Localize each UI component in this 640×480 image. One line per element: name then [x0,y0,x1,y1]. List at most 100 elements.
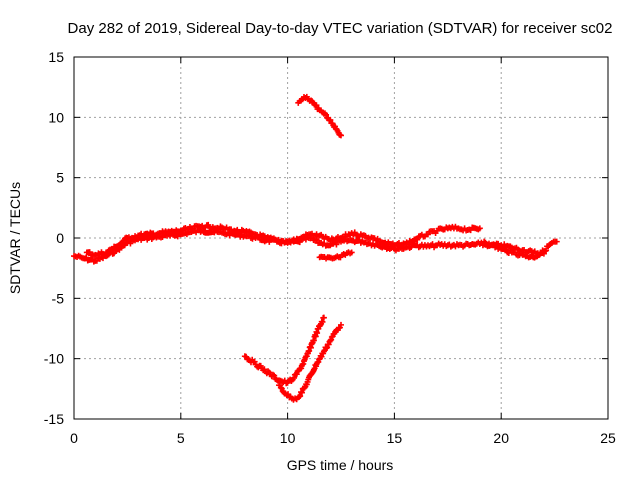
data-point [444,242,451,249]
data-point [402,241,409,248]
data-point [323,255,330,262]
data-point [476,225,483,232]
y-tick-label: 0 [56,230,64,246]
y-tick-label: 10 [48,109,64,125]
data-point [92,251,99,258]
data-point [301,384,308,391]
data-point [481,238,488,245]
data-point [71,253,77,260]
data-point [333,326,340,333]
data-point [291,374,298,381]
data-point [301,234,308,241]
x-axis-title: GPS time / hours [287,457,394,473]
y-tick-label: -15 [44,411,64,427]
data-point [111,250,118,257]
data-point [113,243,120,250]
data-point [92,257,99,264]
x-tick-labels: 0 5 10 15 20 25 [70,430,616,446]
data-point [282,390,289,397]
data-point [267,371,274,378]
data-point [312,102,319,109]
data-point [434,227,441,234]
data-point [323,345,330,352]
data-point [412,242,419,249]
data-point [299,96,306,103]
data-point [348,237,355,244]
data-point [284,238,291,245]
x-tick-label: 10 [280,430,296,446]
data-point [333,241,340,248]
data-point [226,232,233,239]
data-point [423,231,430,238]
data-point [241,228,248,235]
data-point [81,255,88,262]
data-point [429,241,436,248]
data-point [335,254,342,261]
data-point [320,348,327,355]
data-point [273,237,280,244]
data-point [284,379,291,386]
data-point [320,314,327,321]
data-point [370,235,377,241]
data-point [540,248,547,255]
y-tick-label: 15 [48,49,64,65]
y-axis-title: SDTVAR / TECUs [7,182,23,294]
data-point [103,249,110,256]
data-point [310,337,317,344]
x-tick-label: 20 [493,430,509,446]
y-tick-label: -10 [44,351,64,367]
data-point [205,221,212,228]
data-point [342,251,349,258]
data-point [519,251,526,258]
data-point [553,238,560,245]
data-point [412,236,419,243]
data-point [508,249,515,256]
data-point [359,238,366,245]
data-point [83,249,90,256]
data-point [466,226,473,233]
data-point [318,353,325,360]
data-point [177,227,184,234]
data-point [271,372,278,379]
data-point [145,231,152,238]
data-point [327,337,334,344]
data-point [252,231,259,238]
data-point [241,353,248,360]
x-tick-label: 25 [600,430,616,446]
data-point [333,126,340,133]
data-point [316,107,323,114]
data-point [338,235,344,241]
ticks [73,56,609,420]
data-point [466,242,473,249]
data-point [295,99,302,106]
data-point [455,242,462,249]
data-point [305,231,312,238]
data-point [258,365,265,372]
data-points [71,93,560,403]
data-point [316,323,323,330]
data-point [327,237,334,244]
data-point [498,245,505,252]
data-point [303,93,310,100]
data-point [188,225,195,232]
data-point [434,242,441,249]
data-point [320,110,327,117]
data-point [295,236,302,243]
data-point [338,321,344,328]
series-lower-curve-a [243,314,327,387]
data-point [308,371,315,378]
data-point [308,97,315,104]
data-point [324,344,331,351]
data-point [293,371,300,378]
data-point [325,115,332,122]
y-tick-label: -5 [52,290,65,306]
data-point [167,228,174,235]
data-point [209,224,216,231]
data-point [276,382,283,389]
data-point [455,225,462,232]
data-point [313,236,320,243]
data-point [530,254,537,261]
data-point [250,359,257,366]
x-tick-label: 15 [387,430,403,446]
data-point [231,227,238,234]
